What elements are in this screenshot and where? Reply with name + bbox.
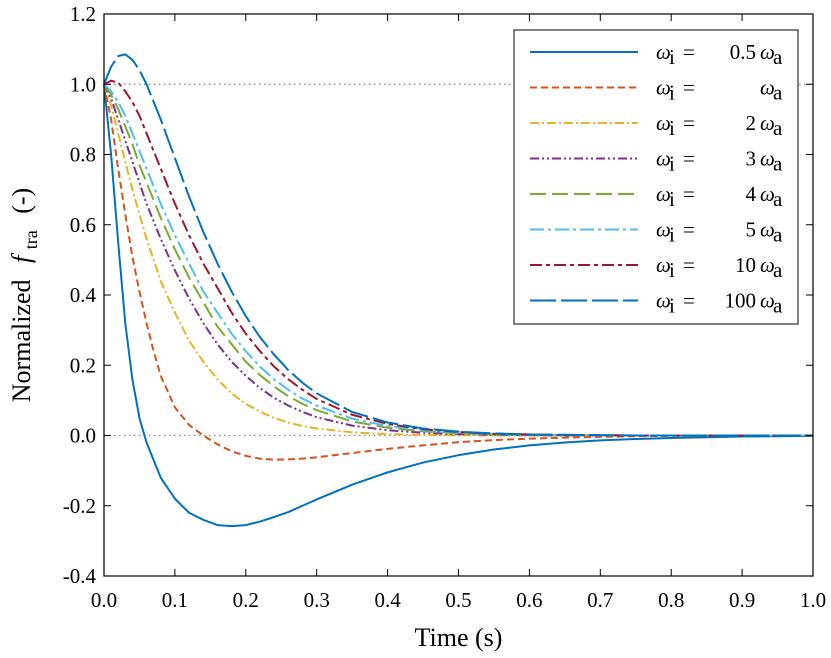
legend-label-eq: =: [683, 147, 695, 171]
legend-label-eq: =: [683, 111, 695, 135]
legend-label-rhs-sub: a: [773, 294, 783, 318]
y-tick-label: 0.2: [70, 353, 96, 377]
legend-label-sub: i: [669, 81, 675, 105]
x-tick-label: 0.4: [374, 588, 401, 612]
legend-label-coef: 0.5: [730, 40, 756, 64]
legend-label-eq: =: [683, 289, 695, 313]
legend-label-lhs: ω: [656, 111, 671, 135]
x-tick-label: 0.2: [233, 588, 259, 612]
legend-label-rhs-sub: a: [773, 45, 783, 69]
legend-label-rhs-sub: a: [773, 152, 783, 176]
legend-label-rhs-sub: a: [773, 223, 783, 247]
series-line: [103, 83, 813, 437]
series-line: [103, 83, 813, 437]
legend-label-sub: i: [669, 116, 675, 140]
legend-label-coef: 4: [746, 182, 757, 206]
y-axis-label-prefix: Normalized: [7, 279, 36, 402]
legend-label-rhs: ω: [760, 76, 775, 100]
legend-label-sub: i: [669, 258, 675, 282]
legend-label-lhs: ω: [656, 76, 671, 100]
y-tick-label: -0.4: [63, 564, 97, 588]
legend-label-eq: =: [683, 218, 695, 242]
y-tick-label: 0.6: [70, 213, 96, 237]
legend-label-rhs-sub: a: [773, 187, 783, 211]
legend-label-lhs: ω: [656, 147, 671, 171]
series-line: [103, 84, 813, 461]
legend-label-lhs: ω: [656, 182, 671, 206]
legend-label-rhs: ω: [760, 218, 775, 242]
legend-label-eq: =: [683, 40, 695, 64]
legend-label-coef: 3: [746, 147, 757, 171]
legend-label-lhs: ω: [656, 289, 671, 313]
legend-label-sub: i: [669, 187, 675, 211]
legend-label-coef: 5: [746, 218, 757, 242]
y-axis-label-unit: (-): [7, 188, 36, 214]
series-line: [103, 79, 813, 437]
y-tick-label: 1.0: [70, 72, 96, 96]
x-tick-label: 0.3: [304, 588, 330, 612]
legend-label-lhs: ω: [656, 218, 671, 242]
legend-label-sub: i: [669, 223, 675, 247]
x-tick-label: 0.9: [729, 588, 755, 612]
legend-label-sub: i: [669, 294, 675, 318]
legend-label-lhs: ω: [656, 253, 671, 277]
x-tick-label: 0.5: [445, 588, 471, 612]
legend-label-coef: 100: [725, 289, 757, 313]
legend-label-rhs: ω: [760, 111, 775, 135]
y-tick-label: 0.0: [70, 424, 96, 448]
legend-label-rhs: ω: [760, 289, 775, 313]
x-tick-label: 0.1: [162, 588, 188, 612]
y-axis-label-symbol: f: [7, 252, 36, 263]
legend-label-rhs: ω: [760, 253, 775, 277]
legend-label-eq: =: [683, 76, 695, 100]
y-tick-label: -0.2: [63, 494, 96, 518]
legend-label-sub: i: [669, 152, 675, 176]
x-tick-label: 0.7: [587, 588, 613, 612]
legend-label-sub: i: [669, 45, 675, 69]
x-tick-label: 0.0: [91, 588, 117, 612]
legend-label-rhs: ω: [760, 40, 775, 64]
ticks-layer: 0.0 0.1 0.2 0.3 0.4 0.5 0.6 0.7 0.8 0.9 1.0 -0.4 -0.…: [63, 2, 826, 612]
legend-label-coef: 10: [735, 253, 756, 277]
x-tick-label: 0.8: [658, 588, 684, 612]
legend-label-eq: =: [683, 182, 695, 206]
legend-box: [513, 29, 799, 325]
series-line: [103, 84, 814, 528]
series-layer: [103, 53, 814, 528]
y-axis-label: Normalized f tra (-): [7, 188, 43, 402]
series-line: [103, 53, 813, 437]
legend-label-rhs: ω: [760, 147, 775, 171]
y-tick-label: 0.4: [70, 283, 97, 307]
y-tick-label: 1.2: [70, 2, 96, 26]
legend-label-rhs-sub: a: [773, 116, 783, 140]
legend-label-coef: 2: [746, 111, 757, 135]
legend-label-rhs-sub: a: [773, 81, 783, 105]
x-axis-label: Time (s): [415, 623, 503, 652]
x-tick-label: 1.0: [800, 588, 826, 612]
legend-label-eq: =: [683, 253, 695, 277]
x-tick-label: 0.6: [516, 588, 542, 612]
y-tick-label: 0.8: [70, 143, 96, 167]
legend-label-rhs-sub: a: [773, 258, 783, 282]
y-axis-label-subscript: tra: [21, 230, 41, 249]
legend-label-rhs: ω: [760, 182, 775, 206]
legend-label-lhs: ω: [656, 40, 671, 64]
